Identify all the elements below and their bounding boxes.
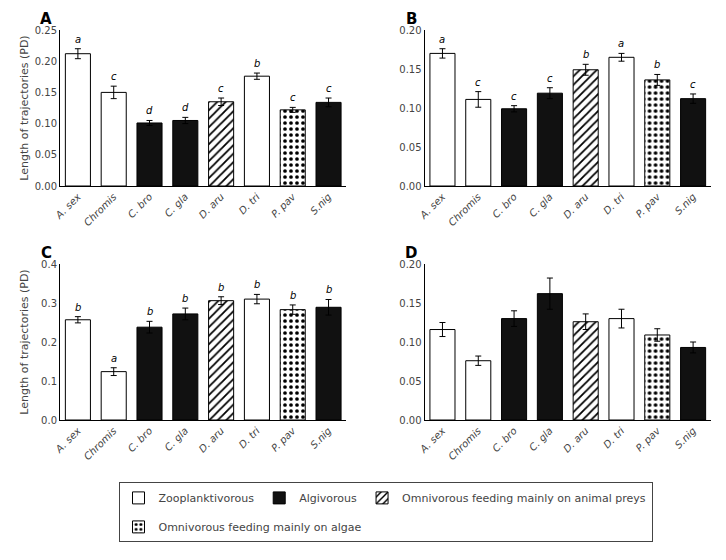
svg-text:A. sex: A. sex (53, 425, 83, 455)
svg-text:A. sex: A. sex (417, 425, 447, 455)
svg-text:0.05: 0.05 (399, 142, 421, 153)
svg-text:Zooplanktivorous: Zooplanktivorous (159, 492, 255, 505)
svg-text:C. bro: C. bro (126, 191, 155, 220)
svg-text:Length of trajectories (PD): Length of trajectories (PD) (18, 269, 31, 414)
svg-text:Length of trajectories (PD): Length of trajectories (PD) (18, 35, 31, 180)
svg-text:B: B (406, 10, 417, 28)
svg-text:b: b (147, 306, 153, 317)
svg-text:C. bro: C. bro (126, 425, 155, 454)
svg-text:c: c (475, 77, 481, 88)
svg-text:c: c (326, 83, 332, 94)
svg-text:D. aru: D. aru (197, 425, 226, 454)
svg-text:Chromis: Chromis (446, 191, 483, 228)
svg-text:a: a (439, 34, 445, 45)
svg-text:S.nig: S.nig (673, 191, 698, 216)
svg-text:D. tri: D. tri (601, 191, 627, 217)
svg-text:0.20: 0.20 (399, 259, 421, 270)
svg-text:0.0: 0.0 (41, 415, 57, 426)
svg-text:0.25: 0.25 (35, 25, 57, 36)
svg-text:C. bro: C. bro (490, 425, 519, 454)
svg-text:Chromis: Chromis (82, 191, 119, 228)
svg-text:0.20: 0.20 (399, 25, 421, 36)
svg-text:A. sex: A. sex (53, 191, 83, 221)
svg-text:0.00: 0.00 (399, 415, 421, 426)
svg-text:0.00: 0.00 (35, 181, 57, 192)
svg-text:0.10: 0.10 (35, 118, 57, 129)
svg-text:0.00: 0.00 (399, 181, 421, 192)
svg-text:d: d (146, 105, 153, 116)
svg-text:C. gla: C. gla (162, 425, 190, 453)
svg-text:b: b (583, 49, 589, 60)
svg-text:c: c (111, 71, 117, 82)
svg-text:Omnivorous feeding mainly on a: Omnivorous feeding mainly on animal prey… (402, 492, 646, 505)
svg-text:D. aru: D. aru (561, 425, 590, 454)
svg-text:b: b (218, 282, 224, 293)
svg-text:b: b (254, 58, 260, 69)
svg-text:P. pav: P. pav (269, 190, 298, 219)
svg-text:C. gla: C. gla (527, 425, 555, 453)
svg-text:A. sex: A. sex (417, 191, 447, 221)
svg-text:c: c (218, 83, 224, 94)
svg-text:D: D (405, 244, 417, 262)
svg-text:d: d (182, 102, 189, 113)
svg-text:0.05: 0.05 (35, 149, 57, 160)
svg-text:a: a (111, 353, 117, 364)
svg-text:S.nig: S.nig (308, 425, 333, 450)
svg-text:0.15: 0.15 (35, 87, 57, 98)
svg-text:D. aru: D. aru (561, 191, 590, 220)
svg-text:0.4: 0.4 (41, 259, 57, 270)
svg-text:C. gla: C. gla (527, 191, 555, 219)
svg-text:c: c (690, 79, 696, 90)
svg-text:D. tri: D. tri (237, 425, 263, 451)
svg-text:C. bro: C. bro (490, 191, 519, 220)
svg-text:0.3: 0.3 (41, 298, 57, 309)
svg-text:b: b (326, 284, 332, 295)
svg-text:Chromis: Chromis (82, 425, 119, 462)
svg-text:b: b (654, 59, 660, 70)
svg-text:0.20: 0.20 (35, 56, 57, 67)
svg-text:Omnivorous feeding mainly on a: Omnivorous feeding mainly on algae (159, 521, 362, 534)
svg-text:0.10: 0.10 (399, 337, 421, 348)
svg-text:C. gla: C. gla (162, 191, 190, 219)
svg-text:0.05: 0.05 (399, 376, 421, 387)
svg-text:P. pav: P. pav (634, 190, 663, 219)
svg-text:b: b (75, 302, 81, 313)
svg-text:0.2: 0.2 (41, 337, 57, 348)
svg-text:D. aru: D. aru (197, 191, 226, 220)
svg-text:A: A (40, 10, 52, 28)
svg-text:a: a (618, 38, 624, 49)
svg-text:S.nig: S.nig (308, 191, 333, 216)
svg-text:D. tri: D. tri (601, 425, 627, 451)
svg-text:P. pav: P. pav (634, 424, 663, 453)
svg-text:Algivorous: Algivorous (299, 492, 357, 505)
svg-text:c: c (290, 92, 296, 103)
svg-text:0.1: 0.1 (41, 376, 57, 387)
svg-text:c: c (547, 73, 553, 84)
svg-text:S.nig: S.nig (673, 425, 698, 450)
svg-text:c: c (511, 91, 517, 102)
svg-text:0.15: 0.15 (399, 64, 421, 75)
svg-text:b: b (254, 279, 260, 290)
svg-text:C: C (41, 244, 52, 262)
svg-text:D. tri: D. tri (237, 191, 263, 217)
svg-text:0.15: 0.15 (399, 298, 421, 309)
svg-text:a: a (75, 34, 81, 45)
svg-text:b: b (290, 290, 296, 301)
svg-text:Chromis: Chromis (446, 425, 483, 462)
svg-text:0.10: 0.10 (399, 103, 421, 114)
svg-text:b: b (182, 293, 188, 304)
svg-text:P. pav: P. pav (269, 424, 298, 453)
